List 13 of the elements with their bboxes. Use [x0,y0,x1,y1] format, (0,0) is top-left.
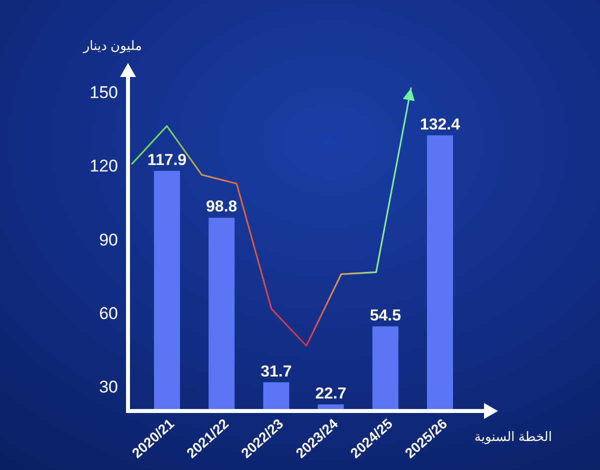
y-tick-label: 150 [90,83,118,102]
data-label: 22.7 [315,385,346,402]
y-tick-label: 60 [99,304,118,323]
y-tick-label: 30 [99,377,118,396]
x-axis-title: الخطة السنوية [474,429,552,445]
data-label: 98.8 [206,198,238,216]
data-label: 54.5 [370,307,402,324]
y-axis-title: مليون دينار [82,38,142,54]
data-label: 132.4 [420,116,460,134]
y-tick-label: 90 [99,230,118,250]
data-label: 117.9 [147,152,187,169]
data-label: 31.7 [260,363,292,380]
y-tick-label: 120 [90,156,118,176]
